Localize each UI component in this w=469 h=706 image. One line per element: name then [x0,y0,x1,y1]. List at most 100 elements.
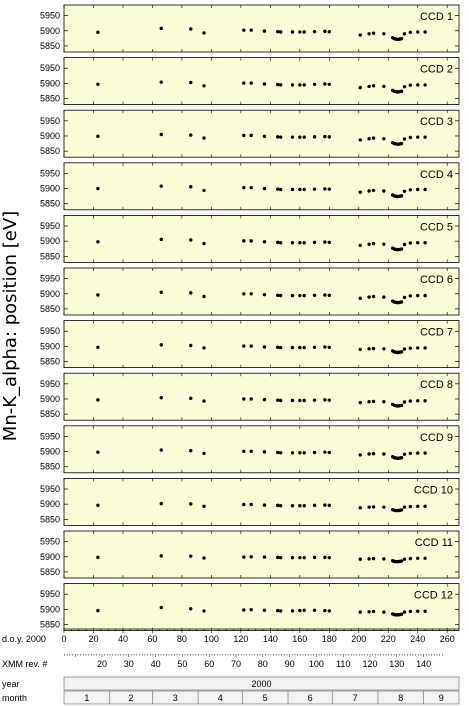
y-tick-label: 5900 [40,236,60,246]
data-point [371,346,376,351]
data-point [278,187,283,192]
data-point [423,293,427,298]
data-point [408,83,413,87]
y-tick-label: 5850 [40,620,60,630]
data-point [249,28,253,32]
data-point [358,190,362,194]
data-point [159,132,163,137]
data-point [416,30,420,34]
panel-label: CCD 12 [414,590,453,602]
data-point [327,187,331,191]
data-point [382,505,386,509]
data-point [298,240,302,245]
y-tick-label: 5950 [40,326,60,336]
data-point [367,557,371,561]
month-box [63,690,460,705]
data-point [371,505,376,509]
data-point [302,555,306,560]
data-point [416,504,420,508]
data-point [278,609,283,613]
data-point [399,350,404,354]
data-point [96,555,100,560]
data-point [312,555,317,560]
data-point [327,555,331,560]
data-point [327,345,331,349]
data-point [262,240,267,244]
calendar-band: 2000 year 1 2 3 4 5 6 7 8 9 month [2,676,460,705]
data-point [416,451,420,455]
data-point [382,137,386,141]
rev-tick-label: 60 [204,659,214,669]
data-point [276,187,280,191]
y-tick-label: 5850 [40,409,60,419]
data-point [262,450,267,454]
data-point [189,27,193,31]
data-point [423,83,427,87]
doy-axis: 0 20 40 60 80 100 120 140 160 180 200 220 240 260 d.o.… [2,628,459,644]
data-point [189,185,193,189]
data-point [276,503,280,508]
data-point [402,32,407,36]
panel-label: CCD 4 [420,169,453,181]
doy-tick-label: 240 [410,634,425,644]
y-tick-label: 5850 [40,251,60,261]
data-point [399,403,404,408]
data-point [290,293,295,298]
y-tick-label: 5900 [40,394,60,404]
rev-tick-label: 130 [389,659,404,669]
data-point [290,451,295,455]
data-point [423,346,427,350]
data-point [323,555,327,560]
data-point [323,134,327,139]
doy-tick-label: 120 [233,634,248,644]
data-point [262,29,267,33]
data-point [358,85,362,90]
data-point [189,607,193,611]
y-tick-label: 5900 [40,184,60,194]
panel-frame [63,583,460,631]
data-point [276,240,280,245]
y-tick-label: 5850 [40,304,60,314]
data-point [371,294,376,299]
data-point [371,451,376,456]
data-point [358,610,362,614]
data-point [367,400,371,404]
data-point [416,187,420,192]
rev-axis: 20 30 40 50 60 70 80 90 100 110 120 130 140 XMM rev. … [2,654,443,669]
data-point [312,29,317,34]
data-point [302,293,306,298]
doy-tick-label: 0 [61,634,66,644]
data-point [358,347,362,352]
data-point [298,398,302,403]
data-point [96,345,100,349]
month-value: 8 [398,693,403,703]
data-point [159,501,163,506]
y-tick-label: 5850 [40,462,60,472]
panel-ccd-5: 5950 5900 5850 CCD 5 [40,214,460,263]
data-point [367,610,371,614]
data-point [242,502,246,507]
month-value: 5 [263,693,268,703]
y-tick-label: 5950 [40,11,60,21]
data-point [408,188,413,192]
data-point [416,293,420,298]
data-point [367,505,371,509]
data-point [302,345,306,350]
data-point [399,455,404,460]
data-point [367,32,371,36]
data-point [189,291,193,295]
y-tick-label: 5900 [40,289,60,299]
data-point [276,135,280,139]
data-point [312,450,317,455]
data-point [371,31,376,35]
y-tick-label: 5900 [40,447,60,457]
data-point [262,186,267,191]
data-point [358,33,362,37]
data-point [262,503,267,507]
data-point [249,555,253,559]
data-point [408,451,413,456]
rev-tick-label: 90 [285,659,295,669]
data-point [290,187,295,192]
month-label: month [2,693,27,703]
